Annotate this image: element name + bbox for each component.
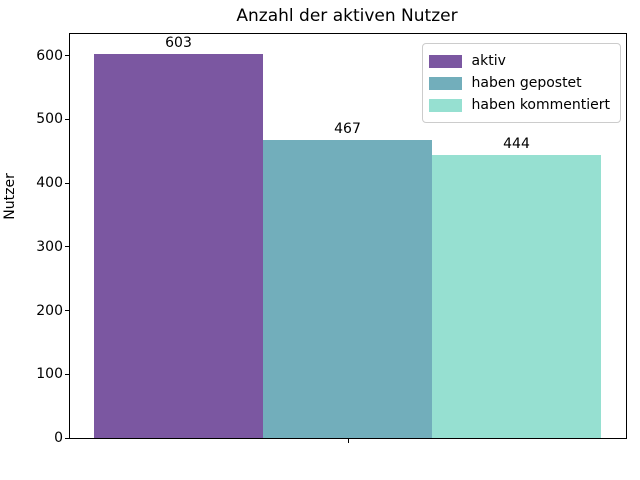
legend: aktiv haben gepostet haben kommentiert <box>421 43 621 123</box>
y-tick-label: 500 <box>36 111 63 128</box>
y-tick-mark <box>65 55 69 57</box>
y-tick-mark <box>65 182 69 184</box>
y-tick-label: 300 <box>36 238 63 255</box>
legend-label: haben kommentiert <box>471 97 610 113</box>
y-tick-mark <box>65 437 69 439</box>
legend-swatch-icon <box>428 54 462 68</box>
legend-entry: haben kommentiert <box>428 94 610 116</box>
bar-aktiv <box>94 53 263 438</box>
legend-label: haben gepostet <box>471 75 582 91</box>
bar-value-label: 467 <box>334 121 361 138</box>
legend-label: aktiv <box>471 53 506 69</box>
y-tick-mark <box>65 373 69 375</box>
y-tick-label: 100 <box>36 366 63 383</box>
y-tick-label: 600 <box>36 47 63 64</box>
x-tick-mark <box>348 439 349 443</box>
legend-entry: aktiv <box>428 50 610 72</box>
legend-swatch-icon <box>428 76 462 90</box>
legend-swatch-icon <box>428 98 462 112</box>
y-axis-label: Nutzer <box>2 173 18 220</box>
legend-entry: haben gepostet <box>428 72 610 94</box>
y-tick-label: 200 <box>36 302 63 319</box>
y-tick-mark <box>65 246 69 248</box>
bar-value-label: 444 <box>503 136 530 153</box>
plot-area: 603 467 444 0 100 200 300 400 500 600 aktiv haben… <box>36 33 627 446</box>
bar-haben-gepostet <box>263 140 432 438</box>
y-tick-mark <box>65 310 69 312</box>
bar-haben-kommentiert <box>432 155 601 438</box>
y-tick-mark <box>65 118 69 120</box>
y-tick-label: 400 <box>36 175 63 192</box>
bar-value-label: 603 <box>165 34 192 51</box>
chart-title: Anzahl der aktiven Nutzer <box>236 6 458 26</box>
y-tick-label: 0 <box>54 430 63 446</box>
